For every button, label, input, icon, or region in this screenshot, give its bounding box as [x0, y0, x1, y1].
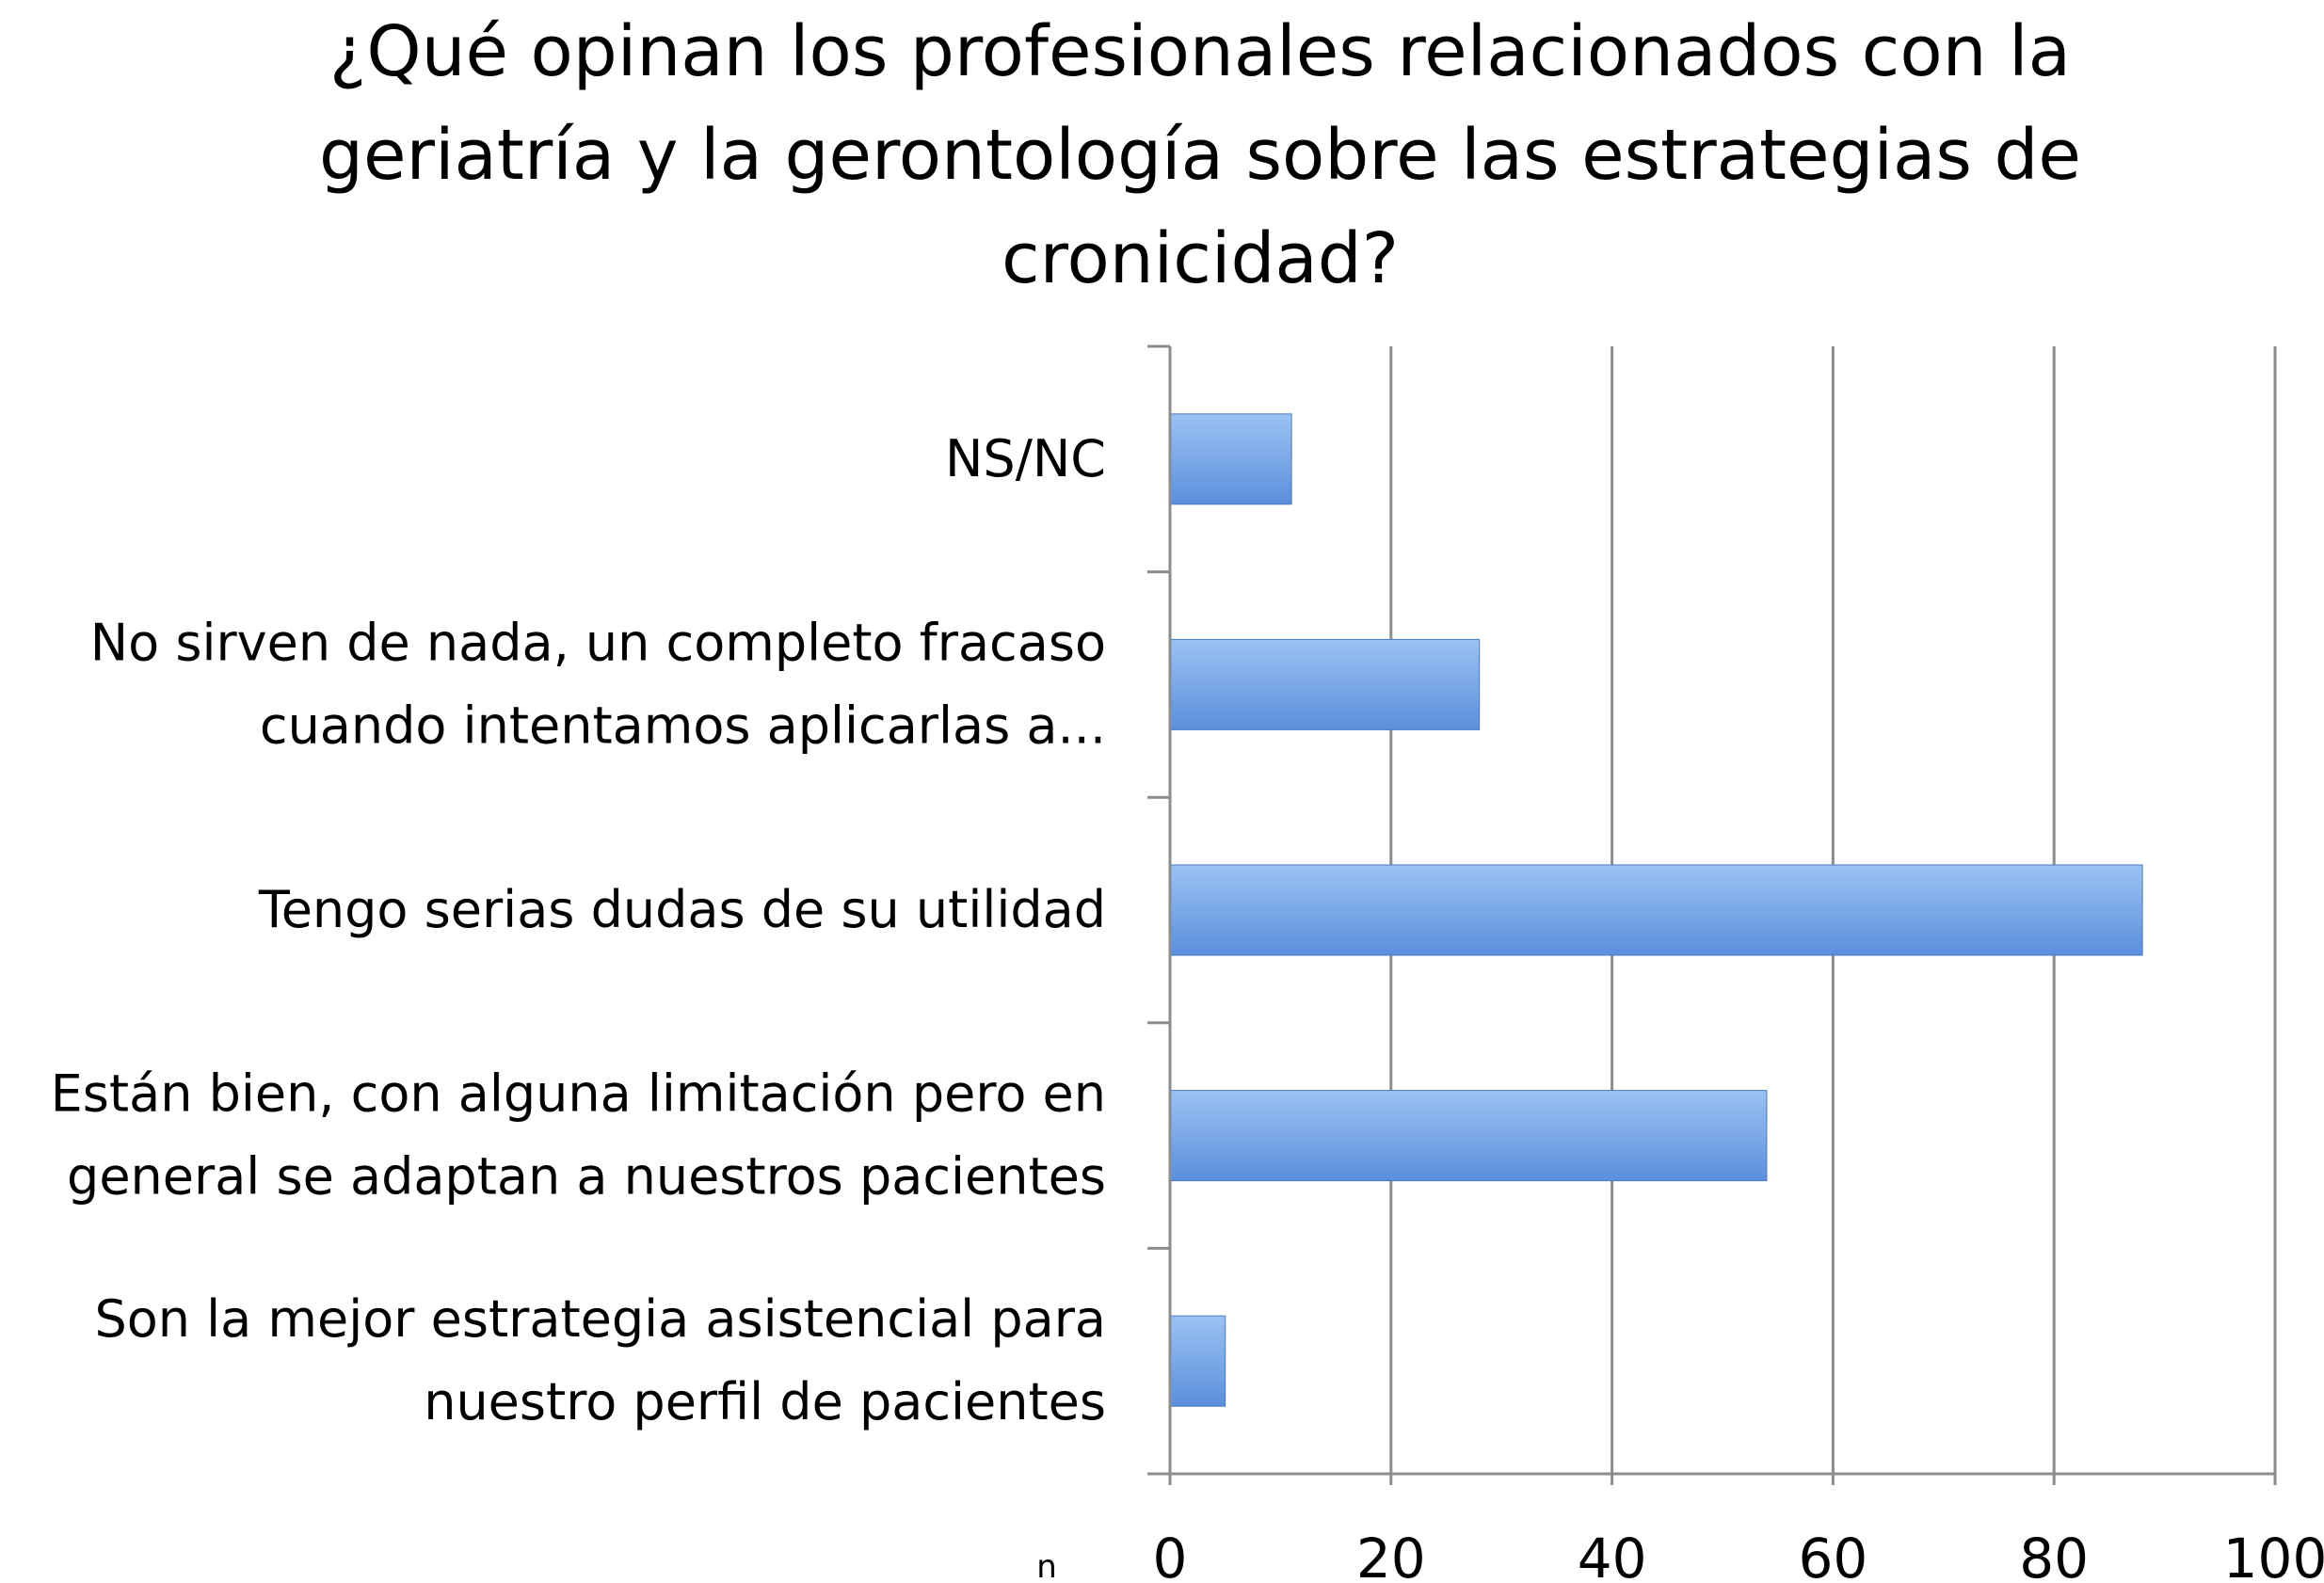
category-label: cuando intentamos aplicarlas a...: [260, 696, 1106, 755]
category-labels: NS/NC No sirven de nada, un completo frac…: [51, 429, 1106, 1431]
category-label: Son la mejor estrategia asistencial para: [94, 1289, 1106, 1349]
bar: [1169, 864, 2143, 956]
x-tick-label: 80: [2019, 1527, 2089, 1583]
x-axis-label: n: [1036, 1548, 1057, 1583]
category-label: Están bien, con alguna limitación pero e…: [51, 1064, 1106, 1124]
chart-title-line-2: geriatría y la gerontología sobre las es…: [319, 115, 2081, 196]
bar: [1169, 413, 1292, 505]
bars: [1169, 413, 2143, 1407]
x-tick-label: 20: [1356, 1527, 1426, 1583]
bar: [1169, 1315, 1226, 1407]
x-tick-label: 100: [2223, 1527, 2324, 1583]
category-label: general se adaptan a nuestros pacientes: [67, 1147, 1106, 1207]
category-label: NS/NC: [945, 429, 1106, 488]
axes: [1147, 344, 2275, 1485]
category-label: Tengo serias dudas de su utilidad: [258, 880, 1106, 939]
category-label: No sirven de nada, un completo fracaso: [90, 613, 1106, 672]
x-tick-label: 40: [1578, 1527, 1647, 1583]
x-tick-label: 0: [1153, 1527, 1188, 1583]
category-label: nuestro perfil de pacientes: [424, 1372, 1106, 1431]
x-tick-label: 60: [1798, 1527, 1867, 1583]
bar: [1169, 638, 1481, 730]
chart-title-line-3: cronicidad?: [1001, 218, 1400, 299]
chart-title: ¿Qué opinan los profesionales relacionad…: [282, 0, 2118, 311]
chart-title-line-1: ¿Qué opinan los profesionales relacionad…: [329, 11, 2071, 92]
bar: [1169, 1090, 1768, 1182]
x-tick-labels: 0 20 40 60 80 100: [1153, 1527, 2324, 1583]
